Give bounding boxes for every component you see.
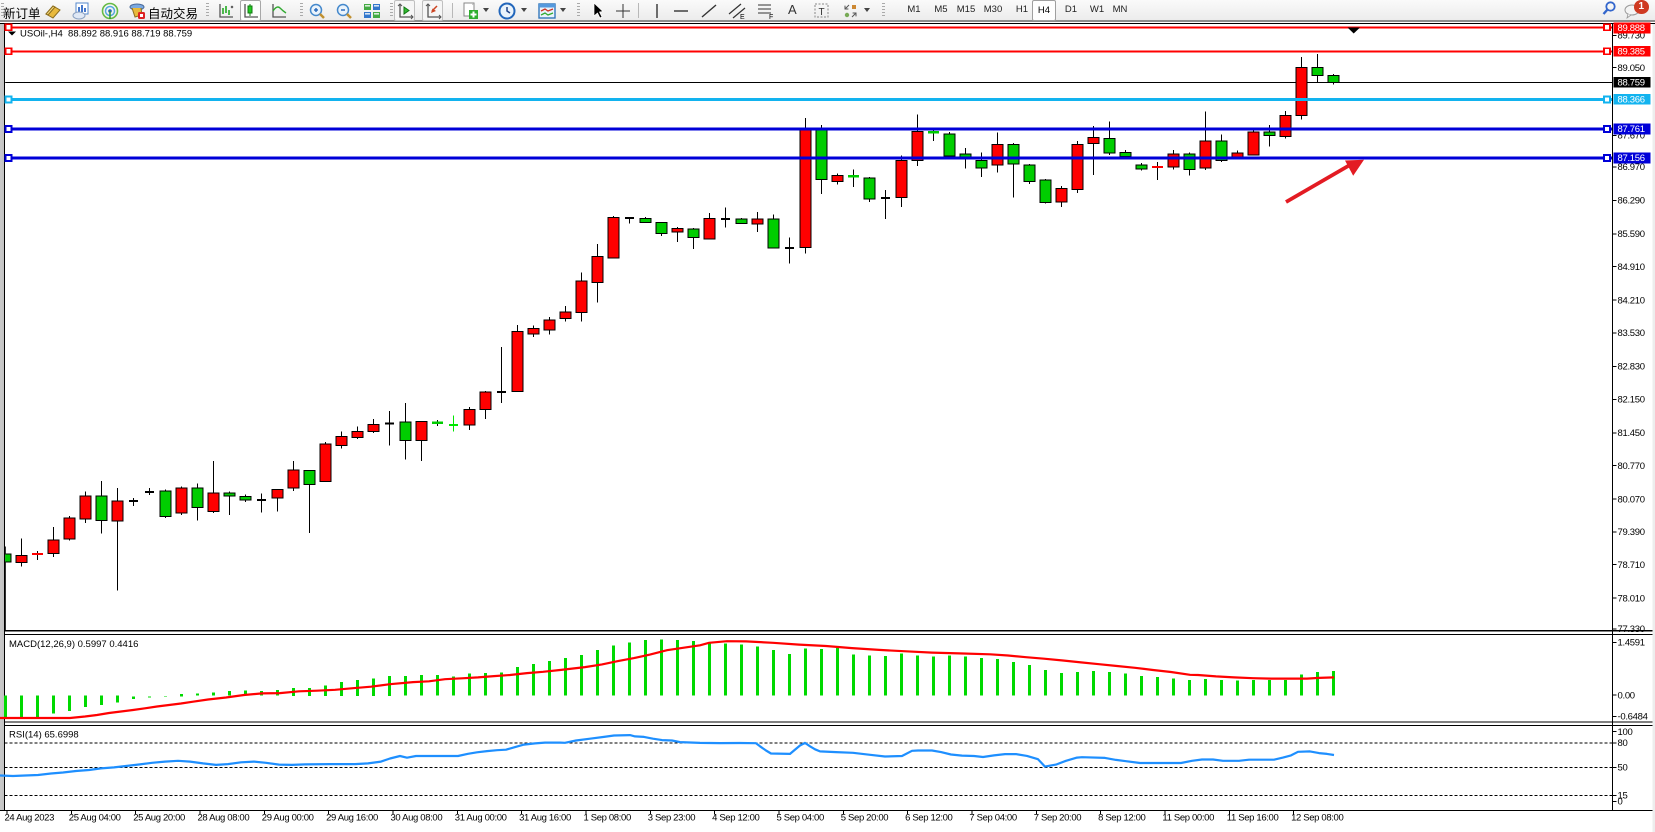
- svg-text:0.00: 0.00: [1618, 690, 1635, 701]
- svg-text:89.730: 89.730: [1618, 31, 1645, 42]
- svg-text:5 Sep 20:00: 5 Sep 20:00: [841, 813, 888, 824]
- svg-text:-0.6484: -0.6484: [1618, 712, 1648, 723]
- svg-text:1 Sep 08:00: 1 Sep 08:00: [584, 813, 631, 824]
- svg-text:31 Aug 16:00: 31 Aug 16:00: [519, 813, 571, 824]
- svg-text:5 Sep 04:00: 5 Sep 04:00: [777, 813, 824, 824]
- svg-text:6 Sep 12:00: 6 Sep 12:00: [905, 813, 952, 824]
- svg-text:31 Aug 00:00: 31 Aug 00:00: [455, 813, 507, 824]
- svg-text:29 Aug 00:00: 29 Aug 00:00: [262, 813, 314, 824]
- svg-text:86.970: 86.970: [1618, 162, 1645, 173]
- svg-text:MACD(12,26,9) 0.5997 0.4416: MACD(12,26,9) 0.5997 0.4416: [9, 639, 138, 650]
- svg-text:4 Sep 12:00: 4 Sep 12:00: [712, 813, 759, 824]
- svg-text:88.366: 88.366: [1618, 95, 1645, 106]
- svg-text:78.710: 78.710: [1618, 560, 1645, 571]
- svg-text:100: 100: [1618, 727, 1633, 738]
- svg-text:89.385: 89.385: [1618, 47, 1645, 58]
- svg-text:79.390: 79.390: [1618, 527, 1645, 538]
- svg-text:RSI(14) 65.6998: RSI(14) 65.6998: [9, 729, 79, 740]
- svg-text:29 Aug 16:00: 29 Aug 16:00: [326, 813, 378, 824]
- svg-text:82.150: 82.150: [1618, 395, 1645, 406]
- svg-text:1.4591: 1.4591: [1618, 638, 1645, 649]
- svg-text:89.888: 89.888: [1618, 23, 1645, 34]
- svg-text:25 Aug 20:00: 25 Aug 20:00: [133, 813, 185, 824]
- svg-text:11 Sep 16:00: 11 Sep 16:00: [1227, 813, 1279, 824]
- svg-text:3 Sep 23:00: 3 Sep 23:00: [648, 813, 695, 824]
- svg-text:78.010: 78.010: [1618, 593, 1645, 604]
- svg-text:87.156: 87.156: [1618, 153, 1645, 164]
- svg-text:84.210: 84.210: [1618, 295, 1645, 306]
- svg-text:0: 0: [1618, 797, 1623, 808]
- svg-text:7 Sep 20:00: 7 Sep 20:00: [1034, 813, 1081, 824]
- svg-text:87.670: 87.670: [1618, 131, 1645, 142]
- svg-text:80: 80: [1618, 738, 1628, 749]
- svg-text:28 Aug 08:00: 28 Aug 08:00: [198, 813, 250, 824]
- svg-text:30 Aug 08:00: 30 Aug 08:00: [391, 813, 443, 824]
- svg-text:81.450: 81.450: [1618, 428, 1645, 439]
- svg-text:82.830: 82.830: [1618, 362, 1645, 373]
- svg-text:F: F: [769, 14, 773, 20]
- svg-text:7 Sep 04:00: 7 Sep 04:00: [969, 813, 1016, 824]
- svg-text:11 Sep 00:00: 11 Sep 00:00: [1162, 813, 1214, 824]
- svg-text:80.070: 80.070: [1618, 494, 1645, 505]
- svg-text:86.290: 86.290: [1618, 196, 1645, 207]
- svg-text:15: 15: [1618, 791, 1628, 802]
- svg-text:8 Sep 12:00: 8 Sep 12:00: [1098, 813, 1145, 824]
- svg-text:88.759: 88.759: [1618, 78, 1645, 89]
- svg-text:87.761: 87.761: [1618, 124, 1645, 135]
- svg-text:E: E: [740, 14, 745, 20]
- svg-text:84.910: 84.910: [1618, 262, 1645, 273]
- svg-text:USOil-,H4 88.892 88.916 88.71: USOil-,H4 88.892 88.916 88.719 88.759: [20, 29, 192, 40]
- svg-text:24 Aug 2023: 24 Aug 2023: [5, 813, 55, 824]
- svg-text:89.050: 89.050: [1618, 63, 1645, 74]
- svg-text:T: T: [819, 7, 825, 18]
- svg-text:77.330: 77.330: [1618, 624, 1645, 635]
- svg-text:80.770: 80.770: [1618, 461, 1645, 472]
- svg-text:50: 50: [1618, 763, 1628, 774]
- svg-text:85.590: 85.590: [1618, 229, 1645, 240]
- svg-text:25 Aug 04:00: 25 Aug 04:00: [69, 813, 121, 824]
- svg-text:12 Sep 08:00: 12 Sep 08:00: [1291, 813, 1343, 824]
- svg-text:83.530: 83.530: [1618, 328, 1645, 339]
